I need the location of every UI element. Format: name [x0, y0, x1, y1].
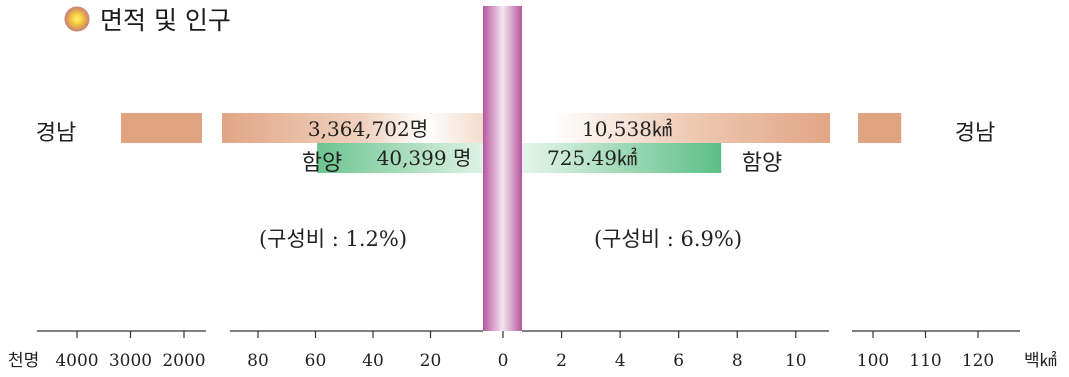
population-ratio-label: (구성비 : 1.2%) — [259, 227, 407, 251]
hamyang-name-left: 함양 — [302, 151, 342, 176]
population-near-tick-label-1: 60 — [305, 351, 327, 371]
gyeongnam-area-label: 10,538㎢ — [582, 117, 672, 141]
population-near-tick-label-3: 20 — [420, 351, 442, 371]
title-bullet-icon — [64, 6, 90, 32]
gyeongnam-population-bar-near — [222, 113, 483, 143]
population-near-tick-label-2: 40 — [362, 351, 384, 371]
center-axis-band — [483, 6, 522, 331]
area-near-tick-label-4: 8 — [732, 351, 743, 371]
bars-layer — [121, 113, 902, 173]
population-unit-label: 천명 — [8, 351, 39, 371]
area-far-tick-label-0: 100 — [857, 351, 889, 371]
hamyang-name-right: 함양 — [742, 151, 782, 176]
area-ratio-label: (구성비 : 6.9%) — [594, 227, 742, 251]
gyeongnam-name-left: 경남 — [36, 121, 76, 146]
hamyang-area-bar — [522, 143, 722, 173]
population-far-tick-label-1: 3000 — [109, 351, 152, 371]
population-far-tick-label-2: 2000 — [162, 351, 205, 371]
population-near-tick-label-4: 0 — [498, 351, 509, 371]
chart-title-group: 면적 및 인구 — [64, 6, 231, 35]
gyeongnam-name-right: 경남 — [955, 121, 995, 146]
area-near-tick-label-2: 4 — [615, 351, 626, 371]
gyeongnam-population-bar-far — [121, 113, 202, 143]
area-near-tick-label-1: 2 — [556, 351, 567, 371]
area-unit-label: 백㎢ — [1024, 351, 1057, 371]
area-near-tick-label-3: 6 — [673, 351, 684, 371]
gyeongnam-area-bar-near — [522, 113, 830, 143]
population-near-tick-label-0: 80 — [247, 351, 269, 371]
hamyang-population-label: 40,399 명 — [377, 146, 472, 170]
hamyang-area-label: 725.49㎢ — [547, 146, 637, 170]
chart-title: 면적 및 인구 — [100, 6, 231, 35]
hamyang-population-bar — [317, 143, 483, 173]
gyeongnam-area-bar-far — [858, 113, 902, 143]
area-far-tick-label-1: 110 — [909, 351, 941, 371]
axis-ticks-layer: 4000 3000 2000 80 60 40 20 0 2 4 6 8 10 100 110 120 — [55, 331, 994, 371]
gyeongnam-population-label: 3,364,702명 — [308, 117, 428, 141]
area-far-tick-label-2: 120 — [962, 351, 994, 371]
area-near-tick-label-5: 10 — [785, 351, 807, 371]
population-far-tick-label-0: 4000 — [55, 351, 98, 371]
